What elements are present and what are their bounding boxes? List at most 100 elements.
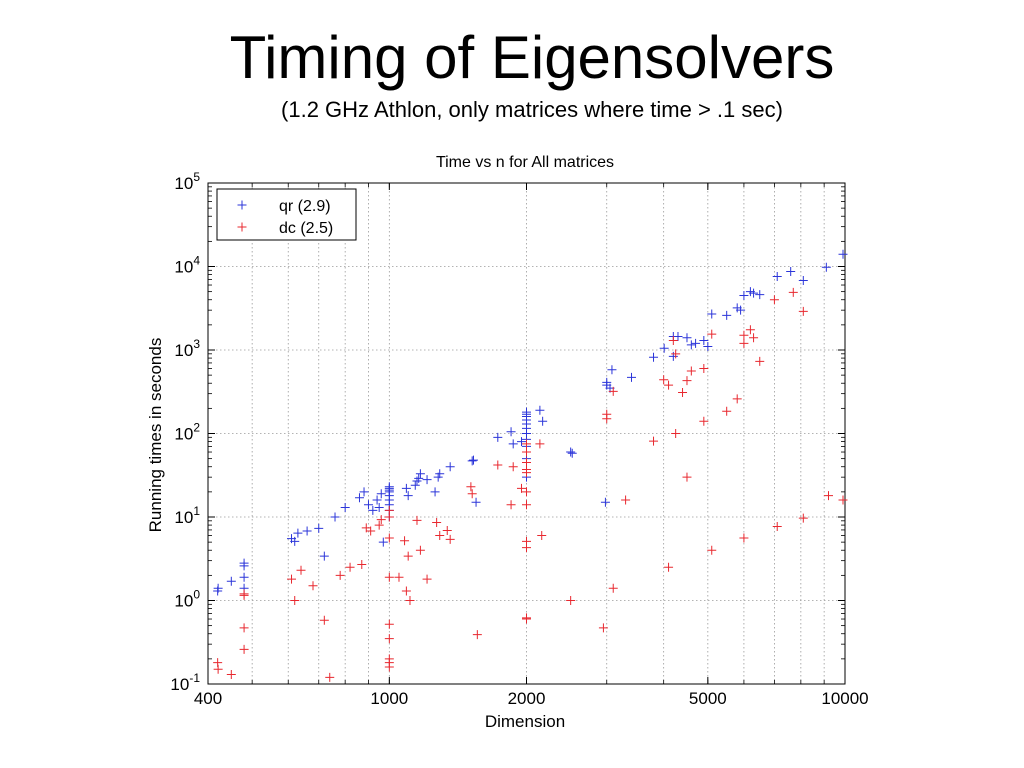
data-point: [749, 288, 759, 298]
data-point: [739, 290, 749, 300]
data-point: [422, 475, 432, 485]
data-point: [535, 439, 545, 449]
data-point: [516, 437, 526, 447]
data-point: [213, 583, 223, 593]
data-point: [788, 287, 798, 297]
data-point: [749, 333, 759, 343]
data-point: [403, 551, 413, 561]
data-point: [522, 468, 531, 478]
data-point: [467, 489, 477, 499]
data-point: [673, 332, 683, 342]
data-point: [739, 533, 749, 543]
data-point: [691, 338, 701, 348]
data-point: [671, 349, 681, 359]
data-point: [686, 366, 696, 376]
data-point: [239, 558, 249, 568]
data-point: [213, 664, 223, 674]
data-point: [664, 562, 674, 572]
data-point: [374, 520, 384, 530]
data-point: [372, 495, 382, 505]
data-point: [602, 409, 612, 419]
data-point: [384, 482, 394, 492]
data-point: [686, 340, 696, 350]
series-dc: [213, 287, 848, 682]
data-point: [445, 462, 455, 472]
data-point: [699, 416, 709, 426]
data-point: [345, 562, 355, 572]
data-point: [442, 525, 452, 535]
data-point: [522, 487, 531, 497]
data-point: [659, 343, 669, 353]
data-point: [678, 387, 688, 397]
data-point: [506, 500, 516, 510]
data-point: [357, 559, 367, 569]
data-point: [649, 436, 659, 446]
data-point: [415, 469, 425, 479]
data-point: [432, 517, 442, 527]
data-point: [522, 543, 531, 553]
data-point: [739, 330, 749, 340]
data-point: [403, 491, 413, 501]
data-point: [319, 615, 329, 625]
data-point: [798, 306, 808, 316]
data-point: [755, 290, 765, 300]
y-tick-label: 101: [174, 504, 200, 527]
legend-marker: [237, 222, 247, 232]
data-point: [308, 581, 318, 591]
data-point: [755, 356, 765, 366]
x-tick-label: 400: [194, 689, 222, 708]
data-point: [798, 275, 808, 285]
data-point: [384, 505, 394, 515]
data-point: [330, 512, 340, 522]
data-point: [325, 672, 335, 682]
data-point: [394, 572, 404, 582]
legend-marker: [237, 200, 247, 210]
data-points: [213, 249, 848, 682]
data-point: [664, 380, 674, 390]
data-point: [376, 515, 386, 525]
slide-title: Timing of Eigensolvers: [229, 24, 835, 91]
data-point: [239, 590, 249, 600]
legend: qr (2.9) dc (2.5): [216, 188, 357, 241]
data-point: [415, 545, 425, 555]
data-point: [607, 365, 617, 375]
data-point: [739, 338, 749, 348]
data-point: [772, 271, 782, 281]
data-point: [359, 487, 369, 497]
data-point: [786, 267, 796, 277]
data-point: [567, 448, 577, 458]
data-point: [668, 351, 678, 361]
data-point: [376, 489, 386, 499]
data-point: [535, 405, 545, 415]
x-tick-label: 2000: [508, 689, 546, 708]
data-point: [703, 342, 713, 352]
data-point: [732, 394, 742, 404]
data-point: [384, 533, 394, 543]
data-point: [522, 407, 531, 417]
x-axis-label: Dimension: [485, 712, 565, 731]
data-point: [290, 536, 300, 546]
y-tick-label: 100: [174, 588, 200, 611]
data-point: [226, 669, 236, 679]
data-point: [707, 545, 717, 555]
y-axis-label: Running times in seconds: [146, 338, 165, 533]
data-point: [736, 305, 746, 315]
x-tick-label: 10000: [821, 689, 868, 708]
x-tick-label: 5000: [689, 689, 727, 708]
data-point: [838, 495, 848, 505]
data-point: [508, 462, 518, 472]
data-point: [335, 570, 345, 580]
data-point: [608, 583, 618, 593]
data-point: [412, 515, 422, 525]
data-point: [354, 493, 364, 503]
data-point: [722, 310, 732, 320]
data-point: [493, 432, 503, 442]
data-point: [823, 491, 833, 501]
data-point: [239, 572, 249, 582]
data-point: [239, 623, 249, 633]
data-point: [363, 500, 373, 510]
data-point: [368, 505, 378, 515]
y-tick-label: 10-1: [170, 671, 200, 694]
data-point: [707, 309, 717, 319]
grid: [208, 183, 845, 684]
